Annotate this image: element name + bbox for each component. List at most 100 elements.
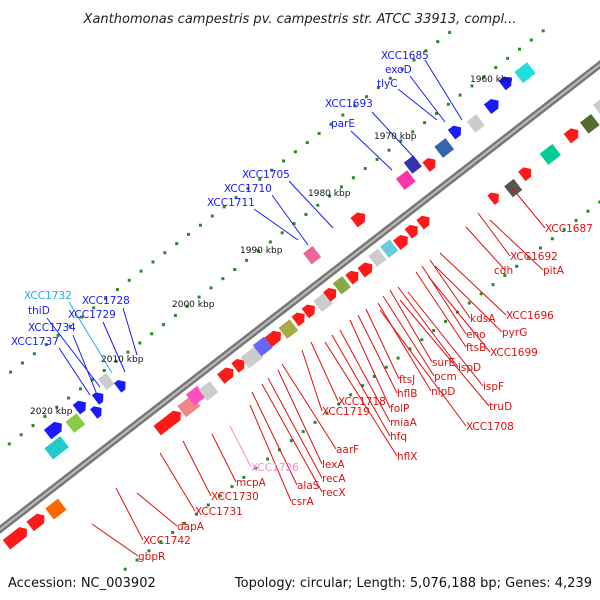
gene-arrow[interactable] xyxy=(291,309,308,327)
gene-arrow[interactable] xyxy=(231,356,248,373)
gene-label[interactable]: tlyC xyxy=(377,78,398,90)
gene-label[interactable]: XCC1730 xyxy=(211,491,259,503)
gene-label[interactable]: XCC1699 xyxy=(490,347,538,359)
gene-block[interactable] xyxy=(592,97,600,117)
gene-label[interactable]: nlpD xyxy=(431,386,455,398)
gene-block[interactable] xyxy=(504,178,523,198)
gene-label[interactable]: XCC1696 xyxy=(506,310,554,322)
gene-label[interactable]: thiD xyxy=(28,305,50,317)
gene-block[interactable] xyxy=(514,62,536,84)
gene-arrow[interactable] xyxy=(487,189,502,206)
gene-label[interactable]: folP xyxy=(390,403,409,415)
gene-block[interactable] xyxy=(368,248,387,268)
gene-label[interactable]: XCC1693 xyxy=(325,98,373,110)
gene-arrow[interactable] xyxy=(404,222,422,239)
gene-arrow[interactable] xyxy=(43,419,66,440)
gene-label[interactable]: parE xyxy=(331,118,355,130)
gene-label[interactable]: XCC1718 xyxy=(338,396,386,408)
gene-block[interactable] xyxy=(45,498,67,520)
gene-label[interactable]: mcpA xyxy=(236,477,267,489)
gene-label[interactable]: lexA xyxy=(322,459,345,471)
gene-block[interactable] xyxy=(579,113,600,134)
gene-label[interactable]: eno xyxy=(466,329,486,341)
gene-label[interactable]: hflB xyxy=(397,388,417,400)
gene-label[interactable]: XCC1692 xyxy=(510,251,558,263)
gene-block[interactable] xyxy=(539,143,561,165)
gene-label[interactable]: XCC1728 xyxy=(82,295,130,307)
gene-arrow[interactable] xyxy=(563,125,582,144)
gene-label[interactable]: XCC1742 xyxy=(143,535,191,547)
gene-label[interactable]: pyrG xyxy=(502,327,527,339)
gene-arrow[interactable] xyxy=(345,268,362,285)
gene-block[interactable] xyxy=(403,155,422,174)
gene-label[interactable]: aarF xyxy=(336,444,359,456)
gene-label[interactable]: hflX xyxy=(397,451,417,463)
gene-block[interactable] xyxy=(303,245,322,265)
gene-label[interactable]: recA xyxy=(322,473,346,485)
gene-label[interactable]: csrA xyxy=(291,496,315,508)
gene-block[interactable] xyxy=(240,346,264,369)
gene-label[interactable]: truD xyxy=(489,401,512,413)
gene-block[interactable] xyxy=(380,239,399,258)
gene-block[interactable] xyxy=(466,114,485,133)
gene-label[interactable]: XCC1708 xyxy=(466,421,514,433)
gene-label[interactable]: XCC1705 xyxy=(242,169,290,181)
gene-label[interactable]: XCC1711 xyxy=(207,197,255,209)
gene-label[interactable]: recX xyxy=(322,487,346,499)
gene-label[interactable]: cdh xyxy=(494,265,513,277)
gene-block[interactable] xyxy=(278,319,299,339)
gene-label[interactable]: XCC1719 xyxy=(322,406,370,418)
gene-block[interactable] xyxy=(198,381,219,401)
gene-arrow[interactable] xyxy=(2,524,31,550)
gene-arrow[interactable] xyxy=(153,408,184,436)
gene-label[interactable]: kdsA xyxy=(470,313,496,325)
gene-arrow[interactable] xyxy=(217,364,237,384)
gene-arrow[interactable] xyxy=(301,301,319,319)
gene-block[interactable] xyxy=(252,336,273,357)
gene-arrow[interactable] xyxy=(483,96,502,115)
gene-label[interactable]: ispD xyxy=(458,362,481,374)
gene-arrow[interactable] xyxy=(357,259,375,278)
gene-block[interactable] xyxy=(98,372,115,391)
gene-label[interactable]: alaS xyxy=(297,480,320,492)
gene-arrow[interactable] xyxy=(393,232,411,251)
gene-arrow[interactable] xyxy=(518,164,535,182)
gene-arrow[interactable] xyxy=(416,213,433,230)
gene-label[interactable]: ftsJ xyxy=(399,374,415,386)
gene-label[interactable]: XCC1685 xyxy=(381,50,429,62)
gene-label[interactable]: dapA xyxy=(177,521,205,533)
gene-label[interactable]: XCC1726 xyxy=(251,462,299,474)
gene-block[interactable] xyxy=(65,413,86,433)
gene-arrow[interactable] xyxy=(113,377,129,393)
gene-block[interactable] xyxy=(332,276,351,295)
gene-arrow[interactable] xyxy=(72,398,90,415)
gene-label[interactable]: XCC1687 xyxy=(545,223,593,235)
gene-block[interactable] xyxy=(434,138,455,158)
gene-arrow[interactable] xyxy=(264,328,285,347)
gene-label[interactable]: surE xyxy=(432,357,455,369)
gene-block[interactable] xyxy=(44,436,69,460)
gene-arrow[interactable] xyxy=(422,155,439,172)
gene-label[interactable]: miaA xyxy=(390,417,418,429)
gene-arrow[interactable] xyxy=(91,389,107,405)
gene-label[interactable]: pitA xyxy=(543,265,565,277)
gene-label[interactable]: XCC1734 xyxy=(28,322,76,334)
gene-arrow[interactable] xyxy=(350,209,368,228)
gene-label[interactable]: exoD xyxy=(385,64,412,76)
gene-arrow[interactable] xyxy=(89,403,105,419)
gene-label[interactable]: ispF xyxy=(483,381,504,393)
gene-label[interactable]: XCC1737 xyxy=(11,336,59,348)
gene-label[interactable]: XCC1732 xyxy=(24,290,72,302)
gene-label[interactable]: ftsB xyxy=(466,342,486,354)
gene-arrow[interactable] xyxy=(498,73,515,91)
gene-label[interactable]: pcm xyxy=(434,371,457,383)
gene-label[interactable]: XCC1729 xyxy=(68,309,116,321)
gene-label[interactable]: hfq xyxy=(390,431,407,443)
gene-arrow[interactable] xyxy=(447,123,465,140)
gene-label[interactable]: XCC1710 xyxy=(224,183,272,195)
gene-arrow[interactable] xyxy=(323,285,340,302)
gene-block[interactable] xyxy=(395,170,416,190)
gene-label[interactable]: XCC1731 xyxy=(195,506,243,518)
gene-label[interactable]: gbpR xyxy=(138,551,165,563)
gene-arrow[interactable] xyxy=(26,511,49,532)
